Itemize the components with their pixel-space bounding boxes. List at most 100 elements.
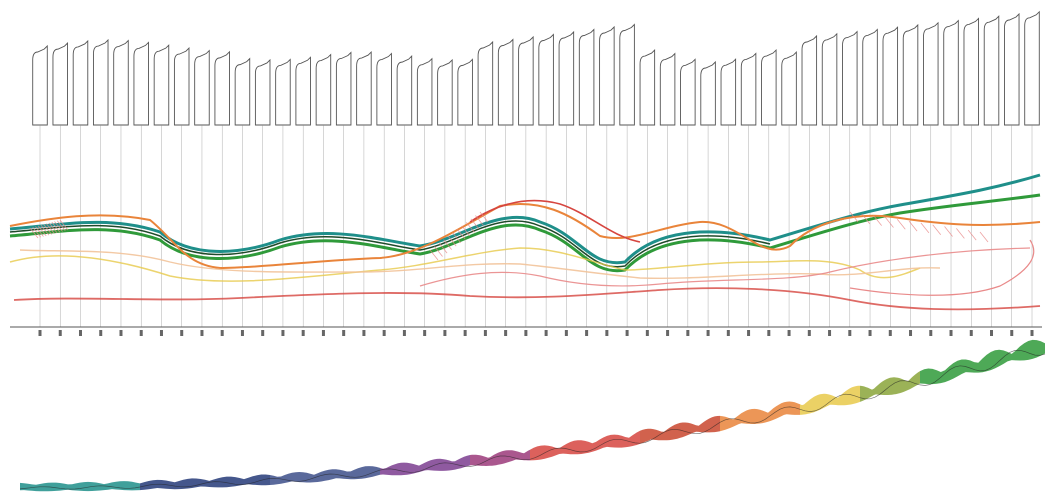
section-profile: [761, 48, 777, 126]
baseline-tick: [382, 330, 386, 336]
hatch-line: [29, 227, 39, 239]
baseline-tick: [281, 330, 285, 336]
section-profile: [680, 58, 696, 126]
baseline-tick: [564, 330, 568, 336]
section-profile: [416, 57, 433, 126]
section-profile: [295, 56, 311, 126]
baseline-tick: [807, 330, 811, 336]
baseline-tick: [1030, 330, 1034, 336]
hatch-line: [443, 239, 452, 250]
ribbon-segment: [20, 481, 140, 492]
bottom-orange-curve: [13, 287, 1041, 311]
baseline-tick: [888, 330, 892, 336]
section-profile: [720, 58, 737, 126]
ribbon-outline: [19, 349, 1046, 490]
red-upper-curve: [469, 199, 641, 243]
hatch-line: [54, 221, 63, 232]
section-profile: [52, 42, 68, 126]
section-profile: [538, 33, 554, 126]
baseline-tick: [220, 330, 224, 336]
baseline-tick: [301, 330, 305, 336]
baseline-tick: [139, 330, 143, 336]
section-profile: [700, 60, 716, 126]
yellow-mid-curve: [9, 247, 921, 282]
pink-lower-curve: [419, 247, 1031, 287]
baseline-tick: [909, 330, 913, 336]
hatch-line: [967, 229, 977, 241]
section-profile: [113, 39, 129, 126]
baseline-tick: [767, 330, 771, 336]
baseline-tick: [321, 330, 325, 336]
ribbon-segment: [470, 449, 530, 466]
baseline-tick: [605, 330, 609, 336]
section-profile: [659, 52, 676, 126]
baseline-tick: [463, 330, 467, 336]
baseline-tick: [686, 330, 690, 336]
hatch-line: [32, 227, 42, 238]
baseline-tick: [504, 330, 508, 336]
section-profile: [862, 28, 878, 126]
colored-wave-ribbon: [19, 339, 1046, 492]
section-profile: [923, 21, 939, 126]
section-profile: [842, 30, 858, 126]
hatch-line: [35, 226, 44, 237]
section-profile: [983, 15, 1000, 126]
baseline-tick: [483, 330, 487, 336]
baseline-tick: [342, 330, 346, 336]
hatch-line: [885, 217, 894, 228]
baseline-tick: [443, 330, 447, 336]
section-profile: [173, 47, 190, 126]
baseline-tick: [524, 330, 528, 336]
hatch-line: [461, 225, 471, 237]
hatch-line: [434, 246, 443, 257]
hatch-line: [429, 249, 439, 261]
hatch-line: [920, 222, 930, 234]
section-profile: [315, 53, 332, 126]
hatch-line: [956, 228, 965, 239]
section-profile: [234, 57, 251, 126]
hatch-line: [40, 224, 50, 236]
hatch-line: [48, 222, 58, 234]
baseline-tick: [38, 330, 42, 336]
section-profile: [558, 30, 575, 126]
hatch-line: [470, 218, 480, 230]
section-profile: [518, 35, 534, 126]
hatch-line: [456, 229, 466, 240]
baseline-tick: [848, 330, 852, 336]
section-profile: [275, 58, 291, 126]
baseline-tick: [645, 330, 649, 336]
section-profile: [781, 51, 797, 126]
hatch-line: [447, 235, 457, 247]
hatch-line: [43, 224, 52, 235]
baseline-tick: [868, 330, 872, 336]
hatch-line: [908, 220, 918, 232]
baseline-tick: [402, 330, 406, 336]
section-profile: [133, 41, 149, 126]
section-profile: [376, 52, 392, 126]
ribbon-segment: [270, 466, 380, 485]
section-profile: [72, 39, 89, 126]
hatch-line: [896, 219, 906, 230]
section-profile: [599, 25, 615, 126]
section-profile: [1004, 12, 1020, 126]
teal-green-band-outer: [9, 173, 1041, 265]
baseline-tick: [828, 330, 832, 336]
ribbon-segment: [920, 339, 1045, 385]
baseline-tick: [423, 330, 427, 336]
section-profile: [943, 19, 959, 126]
ribbon-segment: [530, 430, 640, 461]
ribbon-segment: [800, 385, 860, 415]
baseline-tick: [159, 330, 163, 336]
section-profile: [619, 23, 635, 126]
baseline-tick: [261, 330, 265, 336]
baseline-tick: [240, 330, 244, 336]
section-profile: [194, 49, 210, 126]
baseline-tick: [78, 330, 82, 336]
curve-band: [9, 173, 1041, 311]
section-profile: [1024, 10, 1040, 126]
hatch-line: [475, 215, 484, 226]
section-profile: [153, 44, 170, 126]
hatch-line: [51, 221, 61, 233]
baseline-tick: [787, 330, 791, 336]
ribbon-segment: [140, 474, 270, 491]
